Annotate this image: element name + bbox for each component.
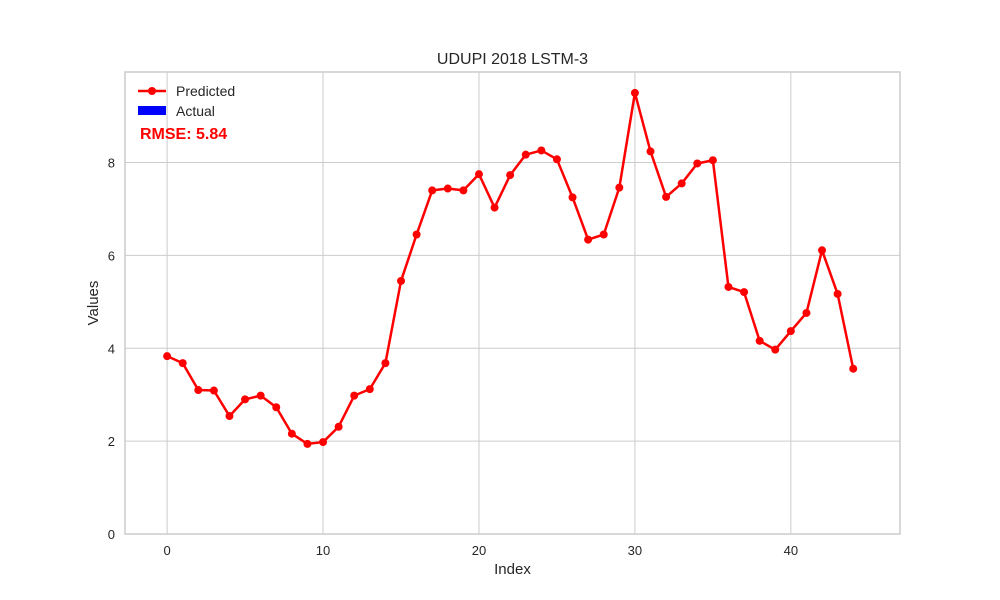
x-tick-label: 40 xyxy=(784,543,798,558)
legend-actual-swatch xyxy=(138,106,166,115)
x-tick-label: 20 xyxy=(472,543,486,558)
y-axis-label: Values xyxy=(85,281,102,326)
data-point xyxy=(724,282,733,291)
data-point xyxy=(521,150,530,159)
tick-labels: 0 10 20 30 40 0 2 4 6 8 xyxy=(108,156,798,558)
data-point xyxy=(412,230,421,239)
data-point xyxy=(662,192,671,201)
x-tick-label: 10 xyxy=(316,543,330,558)
data-point xyxy=(365,385,374,394)
x-tick-label: 0 xyxy=(163,543,170,558)
rmse-annotation: RMSE: 5.84 xyxy=(140,126,227,143)
legend-item-actual: Actual xyxy=(138,103,215,119)
plot-frame xyxy=(124,71,901,535)
data-point xyxy=(287,429,296,438)
data-point xyxy=(256,391,265,400)
data-point xyxy=(599,230,608,239)
data-point xyxy=(397,276,406,285)
data-point xyxy=(568,193,577,202)
y-tick-label: 8 xyxy=(108,156,115,171)
data-point xyxy=(740,288,749,297)
data-point xyxy=(209,386,218,395)
data-point xyxy=(537,146,546,155)
legend: Predicted Actual xyxy=(138,83,235,119)
data-point xyxy=(350,391,359,400)
data-point xyxy=(818,246,827,255)
data-point xyxy=(474,170,483,179)
data-point xyxy=(693,159,702,168)
data-point xyxy=(303,439,312,448)
data-point xyxy=(677,179,686,188)
data-point xyxy=(194,386,203,395)
y-tick-label: 4 xyxy=(108,341,115,356)
data-point xyxy=(225,412,234,421)
data-point xyxy=(552,155,561,164)
data-point xyxy=(708,156,717,165)
data-point xyxy=(615,183,624,192)
data-point xyxy=(459,186,468,195)
data-point xyxy=(334,422,343,431)
chart-title: UDUPI 2018 LSTM-3 xyxy=(437,51,588,68)
data-point xyxy=(319,438,328,447)
data-point xyxy=(786,327,795,336)
data-point xyxy=(849,364,858,373)
y-tick-label: 6 xyxy=(108,248,115,263)
data-point xyxy=(771,345,780,354)
x-axis-label: Index xyxy=(494,561,531,578)
data-point xyxy=(755,336,764,345)
y-tick-label: 0 xyxy=(108,527,115,542)
data-point xyxy=(833,289,842,298)
x-tick-label: 30 xyxy=(628,543,642,558)
data-point xyxy=(272,403,281,412)
legend-predicted-marker xyxy=(148,87,156,95)
data-point xyxy=(381,359,390,368)
data-point xyxy=(646,147,655,156)
plot-area xyxy=(125,72,900,534)
data-point xyxy=(490,203,499,212)
data-point xyxy=(163,352,172,361)
legend-item-predicted: Predicted xyxy=(138,83,235,99)
data-point xyxy=(241,395,250,404)
data-point xyxy=(630,88,639,97)
data-point xyxy=(506,171,515,180)
series-layer xyxy=(163,88,858,448)
data-point xyxy=(802,308,811,317)
data-point xyxy=(428,186,437,195)
y-tick-label: 2 xyxy=(108,434,115,449)
data-point xyxy=(443,184,452,193)
legend-actual-label: Actual xyxy=(176,103,215,119)
legend-predicted-label: Predicted xyxy=(176,83,235,99)
data-point xyxy=(584,235,593,244)
data-point xyxy=(178,359,187,368)
